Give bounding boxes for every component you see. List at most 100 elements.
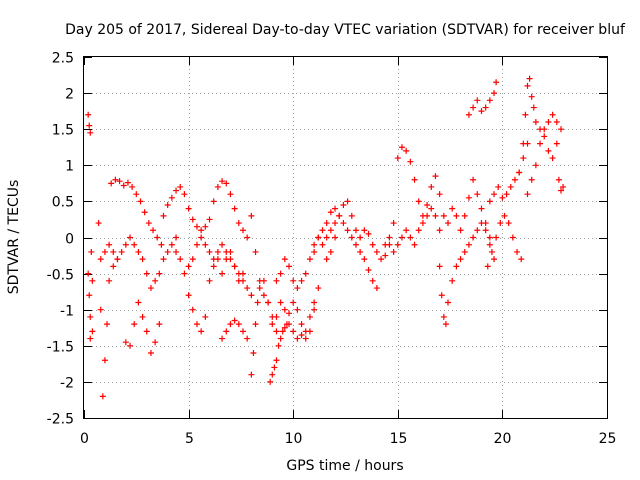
data-point: [323, 234, 330, 241]
data-point: [219, 270, 226, 277]
series-track-y: [524, 111, 567, 198]
data-point: [231, 205, 238, 212]
data-point: [315, 234, 322, 241]
data-point: [198, 227, 205, 234]
data-point: [116, 178, 123, 185]
data-point: [369, 241, 376, 248]
series-track-a: [85, 111, 96, 284]
data-point: [415, 227, 422, 234]
data-point: [143, 328, 150, 335]
data-point: [269, 321, 276, 328]
data-point: [553, 118, 560, 125]
series-track-q: [390, 144, 447, 227]
data-point: [382, 241, 389, 248]
data-point: [532, 162, 539, 169]
data-point: [244, 285, 251, 292]
data-point: [206, 277, 213, 284]
data-point: [158, 241, 165, 248]
y-tick-label: 1.5: [52, 123, 74, 139]
chart-title: Day 205 of 2017, Sidereal Day-to-day VTE…: [65, 22, 626, 38]
data-point: [110, 263, 117, 270]
data-point: [118, 248, 125, 255]
data-point: [411, 241, 418, 248]
data-point: [281, 256, 288, 263]
data-point: [394, 241, 401, 248]
y-tick-label: -2: [60, 376, 74, 392]
data-point: [524, 191, 531, 198]
data-point: [348, 234, 355, 241]
data-point: [541, 133, 548, 140]
data-point: [235, 220, 242, 227]
series-track-u: [465, 79, 500, 118]
data-point: [332, 234, 339, 241]
data-point: [168, 194, 175, 201]
data-point: [227, 248, 234, 255]
data-point: [85, 111, 92, 118]
y-tick-label: 0: [65, 232, 74, 248]
data-point: [110, 248, 117, 255]
data-point: [139, 313, 146, 320]
data-point: [294, 335, 301, 342]
data-point: [254, 299, 261, 306]
grid-layer: [84, 57, 607, 418]
series-track-p: [323, 198, 393, 263]
data-point: [114, 256, 121, 263]
data-point: [185, 292, 192, 299]
series-track-w: [486, 140, 531, 205]
data-point: [248, 212, 255, 219]
data-point: [386, 234, 393, 241]
data-point: [378, 256, 385, 263]
data-point: [501, 212, 508, 219]
data-point: [277, 335, 284, 342]
data-point: [173, 234, 180, 241]
data-point: [177, 183, 184, 190]
data-point: [223, 180, 230, 187]
data-point: [491, 191, 498, 198]
data-point: [478, 108, 485, 115]
data-point: [486, 234, 493, 241]
data-point: [457, 256, 464, 263]
data-point: [227, 191, 234, 198]
data-point: [545, 118, 552, 125]
y-tick-label: 1: [65, 159, 74, 175]
data-point: [185, 263, 192, 270]
data-point: [112, 176, 119, 183]
data-point: [557, 187, 564, 194]
data-point: [294, 306, 301, 313]
y-tick-label: 0.5: [52, 195, 74, 211]
data-point: [344, 198, 351, 205]
data-point: [403, 227, 410, 234]
data-point: [99, 393, 106, 400]
data-point: [511, 176, 518, 183]
data-point: [520, 155, 527, 162]
data-point: [311, 299, 318, 306]
data-point: [214, 183, 221, 190]
x-tick-label: 10: [285, 431, 303, 447]
data-point: [273, 277, 280, 284]
data-point: [549, 155, 556, 162]
data-point: [156, 321, 163, 328]
data-point: [457, 227, 464, 234]
data-point: [436, 263, 443, 270]
data-point: [281, 306, 288, 313]
data-point: [269, 371, 276, 378]
y-tick-label: 2: [65, 87, 74, 103]
data-point: [273, 357, 280, 364]
data-point: [497, 220, 504, 227]
data-point: [210, 198, 217, 205]
data-point: [147, 350, 154, 357]
data-point: [185, 205, 192, 212]
series-track-n: [273, 234, 339, 292]
data-point: [482, 227, 489, 234]
data-point: [348, 212, 355, 219]
data-point: [277, 299, 284, 306]
data-point: [87, 129, 94, 136]
data-point: [124, 179, 131, 186]
data-point: [440, 313, 447, 320]
data-point: [541, 126, 548, 133]
data-point: [530, 104, 537, 111]
data-points: [85, 75, 567, 400]
data-point: [484, 263, 491, 270]
data-point: [86, 122, 93, 129]
data-point: [319, 241, 326, 248]
